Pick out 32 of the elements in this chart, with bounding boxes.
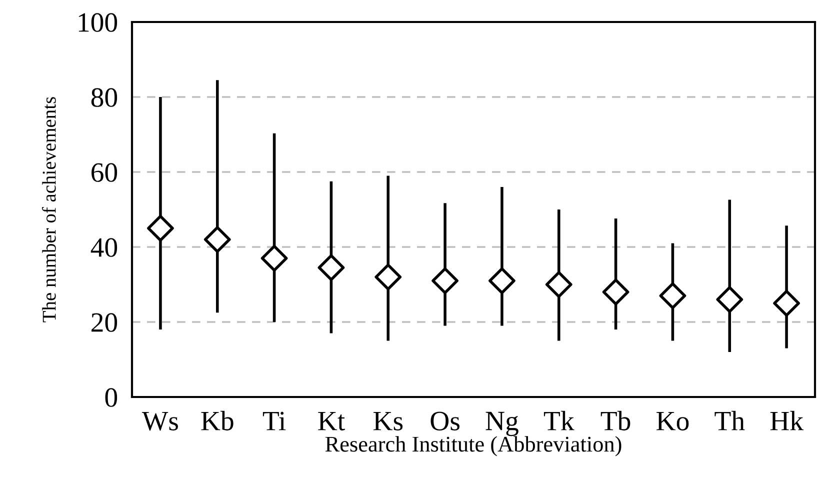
y-tick-label: 60 xyxy=(92,163,118,182)
x-tick-label: Tk xyxy=(544,410,574,430)
x-tick-label: Ti xyxy=(262,412,286,430)
y-tick-label: 20 xyxy=(92,313,118,332)
x-tick-label: Tb xyxy=(600,410,630,430)
y-tick-label: 100 xyxy=(78,13,118,32)
x-tick-label: Ks xyxy=(373,412,403,430)
point xyxy=(374,264,402,290)
point xyxy=(318,254,345,282)
x-tick-label: Ws xyxy=(142,412,178,431)
x-tick-label: Th xyxy=(714,410,745,430)
x-tick-label: Ng xyxy=(486,412,518,436)
point xyxy=(659,282,686,310)
point xyxy=(432,267,458,294)
point xyxy=(545,271,572,298)
y-tick-label: 80 xyxy=(91,88,118,107)
y-tick-label: 0 xyxy=(105,388,118,407)
x-tick-label: Hk xyxy=(770,410,804,430)
point xyxy=(147,214,174,242)
point xyxy=(602,278,630,306)
point xyxy=(716,286,744,313)
y-axis-title: The number of achievements xyxy=(42,97,56,322)
x-tick-label: Kt xyxy=(318,412,345,430)
point xyxy=(773,290,800,317)
point xyxy=(260,244,288,272)
x-tick-label: Ko xyxy=(656,412,689,430)
point xyxy=(488,267,516,294)
x-tick-label: Kb xyxy=(201,410,234,430)
point xyxy=(204,226,231,253)
x-axis-title: Research Institute (Abbreviation) xyxy=(325,436,622,456)
y-tick-label: 40 xyxy=(90,238,118,257)
x-tick-label: Os xyxy=(430,412,460,430)
